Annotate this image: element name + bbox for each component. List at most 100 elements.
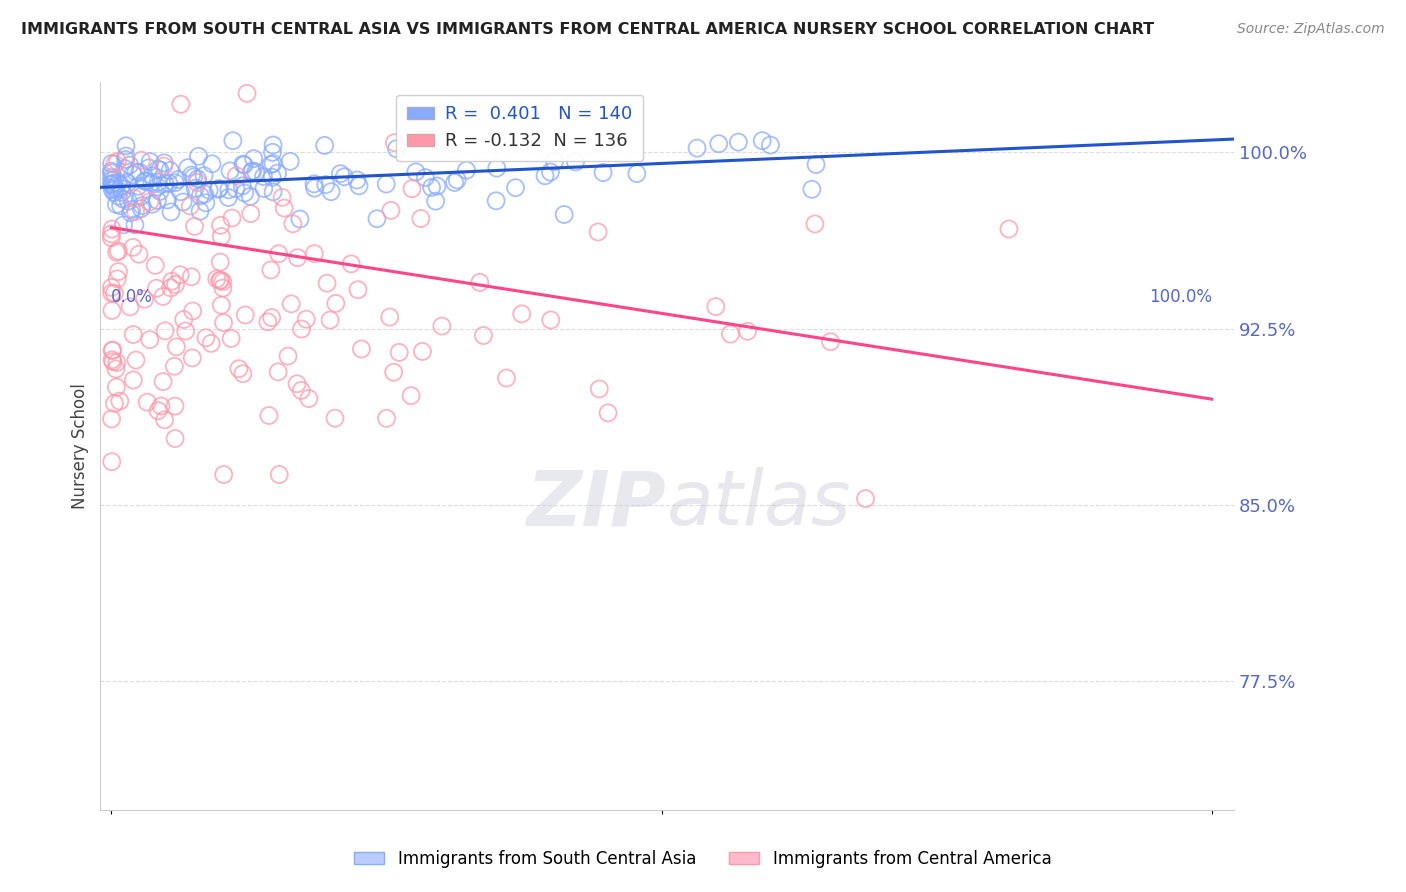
Point — [273, 201, 295, 215]
Point — [267, 365, 290, 379]
Point — [232, 367, 254, 381]
Point — [122, 168, 145, 182]
Point — [149, 162, 172, 177]
Point — [128, 247, 150, 261]
Point — [160, 274, 183, 288]
Point — [217, 190, 239, 204]
Point — [420, 180, 443, 194]
Point — [125, 165, 148, 179]
Point — [315, 178, 337, 192]
Point — [121, 202, 143, 217]
Point — [198, 183, 221, 197]
Point — [751, 134, 773, 148]
Point — [277, 349, 299, 363]
Point — [134, 174, 156, 188]
Point — [290, 384, 312, 398]
Point — [131, 189, 153, 203]
Point — [240, 165, 263, 179]
Point — [188, 189, 211, 203]
Text: 0.0%: 0.0% — [111, 288, 153, 306]
Point — [163, 399, 186, 413]
Point — [592, 165, 614, 179]
Point — [153, 159, 176, 173]
Point — [325, 296, 347, 310]
Point — [101, 170, 124, 185]
Point — [124, 218, 146, 232]
Point — [456, 163, 478, 178]
Point — [222, 134, 245, 148]
Point — [101, 177, 124, 191]
Point — [588, 382, 610, 396]
Legend: R =  0.401   N = 140, R = -0.132  N = 136: R = 0.401 N = 140, R = -0.132 N = 136 — [396, 95, 643, 161]
Point — [194, 195, 217, 210]
Point — [100, 412, 122, 426]
Point — [149, 185, 172, 199]
Point — [707, 136, 730, 151]
Point — [278, 154, 301, 169]
Point — [180, 269, 202, 284]
Point — [290, 322, 312, 336]
Point — [285, 376, 308, 391]
Point — [135, 174, 157, 188]
Point — [820, 334, 842, 349]
Point — [304, 181, 326, 195]
Point — [385, 142, 408, 156]
Point — [105, 197, 128, 211]
Point — [141, 197, 163, 211]
Point — [221, 211, 243, 225]
Point — [302, 177, 325, 191]
Point — [564, 155, 586, 169]
Point — [209, 255, 232, 269]
Point — [281, 217, 304, 231]
Point — [120, 300, 142, 314]
Point — [179, 199, 201, 213]
Point — [288, 212, 311, 227]
Point — [101, 183, 124, 197]
Point — [209, 219, 232, 233]
Point — [103, 179, 125, 194]
Point — [704, 300, 727, 314]
Point — [101, 343, 124, 357]
Point — [485, 194, 508, 208]
Point — [187, 149, 209, 163]
Point — [131, 153, 153, 168]
Point — [225, 182, 247, 196]
Point — [165, 340, 187, 354]
Point — [260, 158, 283, 172]
Point — [180, 168, 202, 182]
Point — [257, 409, 280, 423]
Point — [107, 177, 129, 191]
Point — [167, 172, 190, 186]
Point — [800, 182, 823, 196]
Legend: Immigrants from South Central Asia, Immigrants from Central America: Immigrants from South Central Asia, Immi… — [347, 844, 1059, 875]
Point — [100, 164, 122, 178]
Point — [242, 152, 264, 166]
Point — [141, 169, 163, 183]
Point — [586, 225, 609, 239]
Text: 100.0%: 100.0% — [1149, 288, 1212, 306]
Point — [181, 304, 204, 318]
Point — [107, 264, 129, 278]
Point — [262, 138, 284, 153]
Point — [194, 331, 217, 345]
Point — [262, 185, 284, 199]
Point — [316, 277, 339, 291]
Point — [596, 406, 619, 420]
Point — [101, 303, 124, 318]
Point — [105, 355, 128, 369]
Point — [100, 285, 122, 300]
Point — [104, 157, 127, 171]
Point — [100, 166, 122, 180]
Point — [208, 181, 231, 195]
Point — [485, 161, 508, 175]
Point — [134, 292, 156, 306]
Point — [114, 153, 136, 167]
Point — [120, 206, 142, 220]
Point — [146, 403, 169, 417]
Point — [159, 163, 181, 178]
Point — [177, 161, 200, 175]
Point — [720, 327, 742, 342]
Point — [219, 331, 242, 345]
Point — [163, 176, 186, 190]
Point — [209, 298, 232, 312]
